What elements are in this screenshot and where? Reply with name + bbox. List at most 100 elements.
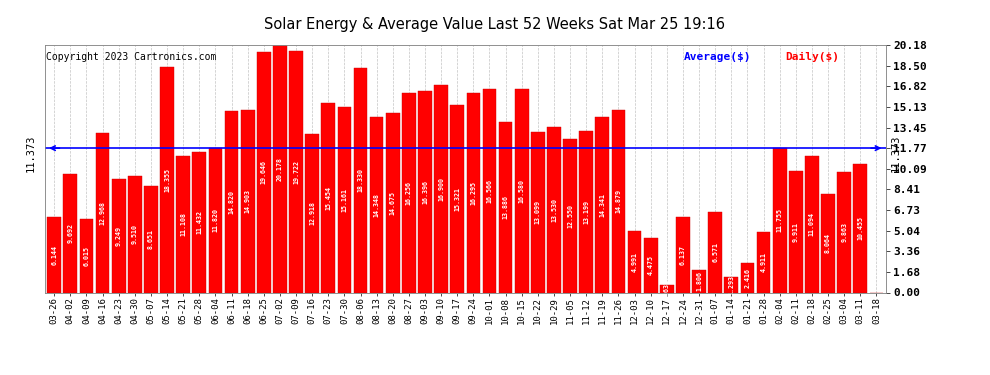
Text: 6.137: 6.137 xyxy=(680,245,686,265)
Bar xyxy=(386,112,400,292)
Bar xyxy=(305,134,319,292)
Text: 1.806: 1.806 xyxy=(696,272,702,291)
Bar xyxy=(660,285,673,292)
Bar xyxy=(145,186,157,292)
Text: 13.199: 13.199 xyxy=(583,200,589,223)
Bar xyxy=(644,238,657,292)
Bar xyxy=(595,117,609,292)
Bar xyxy=(531,132,544,292)
Bar xyxy=(370,117,383,292)
Text: 16.256: 16.256 xyxy=(406,181,412,205)
Bar xyxy=(692,270,706,292)
Bar xyxy=(322,103,336,292)
Bar xyxy=(96,134,110,292)
Text: 6.571: 6.571 xyxy=(712,242,718,262)
Text: 12.968: 12.968 xyxy=(100,201,106,225)
Bar xyxy=(708,212,722,292)
Bar xyxy=(821,194,835,292)
Text: 12.918: 12.918 xyxy=(309,201,315,225)
Text: 16.566: 16.566 xyxy=(486,179,492,203)
Bar xyxy=(241,110,254,292)
Bar xyxy=(79,219,93,292)
Text: 11.820: 11.820 xyxy=(213,208,219,232)
Bar xyxy=(450,105,464,292)
Text: 11.755: 11.755 xyxy=(776,209,783,232)
Text: 14.675: 14.675 xyxy=(390,190,396,214)
Bar xyxy=(192,152,206,292)
Text: 13.530: 13.530 xyxy=(551,198,557,222)
Text: 11.108: 11.108 xyxy=(180,212,186,236)
Bar xyxy=(338,106,351,292)
Bar xyxy=(402,93,416,292)
Text: 14.348: 14.348 xyxy=(373,192,379,216)
Text: 9.911: 9.911 xyxy=(793,222,799,242)
Bar xyxy=(741,263,754,292)
Text: 13.886: 13.886 xyxy=(503,195,509,219)
Text: 6.015: 6.015 xyxy=(83,246,89,266)
Text: Copyright 2023 Cartronics.com: Copyright 2023 Cartronics.com xyxy=(47,53,217,62)
Bar xyxy=(289,51,303,292)
Text: 16.295: 16.295 xyxy=(470,181,476,205)
Bar xyxy=(483,89,496,292)
Text: 19.646: 19.646 xyxy=(260,160,266,184)
Text: 11.094: 11.094 xyxy=(809,213,815,237)
Text: 6.144: 6.144 xyxy=(51,245,57,265)
Text: 2.416: 2.416 xyxy=(744,268,750,288)
Bar xyxy=(112,179,126,292)
Text: 14.820: 14.820 xyxy=(229,190,235,214)
Bar xyxy=(466,93,480,292)
Bar xyxy=(160,68,174,292)
Text: 9.249: 9.249 xyxy=(116,226,122,246)
Bar xyxy=(612,110,626,292)
Text: 1.293: 1.293 xyxy=(729,274,735,295)
Bar xyxy=(579,130,593,292)
Bar xyxy=(789,171,803,292)
Text: 9.692: 9.692 xyxy=(67,223,73,243)
Bar xyxy=(435,85,447,292)
Bar xyxy=(63,174,77,292)
Bar xyxy=(725,277,739,292)
Bar xyxy=(257,51,270,292)
Bar xyxy=(353,68,367,292)
Bar xyxy=(48,217,61,292)
Text: 18.355: 18.355 xyxy=(164,168,170,192)
Text: 18.330: 18.330 xyxy=(357,168,363,192)
Bar xyxy=(756,232,770,292)
Bar xyxy=(176,156,190,292)
Text: 0.631: 0.631 xyxy=(664,279,670,298)
Text: 16.580: 16.580 xyxy=(519,179,525,203)
Bar xyxy=(547,126,560,292)
Bar xyxy=(773,148,786,292)
Text: 15.321: 15.321 xyxy=(454,186,460,210)
Text: 10.455: 10.455 xyxy=(857,216,863,240)
Text: Daily($): Daily($) xyxy=(785,53,840,63)
Text: 12.550: 12.550 xyxy=(567,204,573,228)
Text: 4.911: 4.911 xyxy=(760,252,766,272)
Text: 15.161: 15.161 xyxy=(342,188,347,211)
Bar xyxy=(805,156,819,292)
Text: 9.510: 9.510 xyxy=(132,224,138,244)
Bar xyxy=(853,164,867,292)
Bar xyxy=(628,231,642,292)
Text: 11.373: 11.373 xyxy=(890,134,900,172)
Text: Average($): Average($) xyxy=(684,53,751,62)
Text: 11.373: 11.373 xyxy=(26,134,36,172)
Text: 14.903: 14.903 xyxy=(245,189,250,213)
Text: 16.396: 16.396 xyxy=(422,180,428,204)
Bar xyxy=(128,176,142,292)
Text: 15.454: 15.454 xyxy=(326,186,332,210)
Text: 20.178: 20.178 xyxy=(277,157,283,181)
Text: 14.879: 14.879 xyxy=(616,189,622,213)
Text: 13.099: 13.099 xyxy=(535,200,541,224)
Text: 4.991: 4.991 xyxy=(632,252,638,272)
Bar xyxy=(515,89,529,292)
Bar xyxy=(838,171,851,292)
Bar xyxy=(418,92,432,292)
Bar xyxy=(273,45,287,292)
Text: 4.475: 4.475 xyxy=(647,255,653,275)
Bar xyxy=(225,111,239,292)
Bar xyxy=(209,147,223,292)
Text: 8.064: 8.064 xyxy=(825,233,831,253)
Bar xyxy=(563,139,577,292)
Text: 16.900: 16.900 xyxy=(439,177,445,201)
